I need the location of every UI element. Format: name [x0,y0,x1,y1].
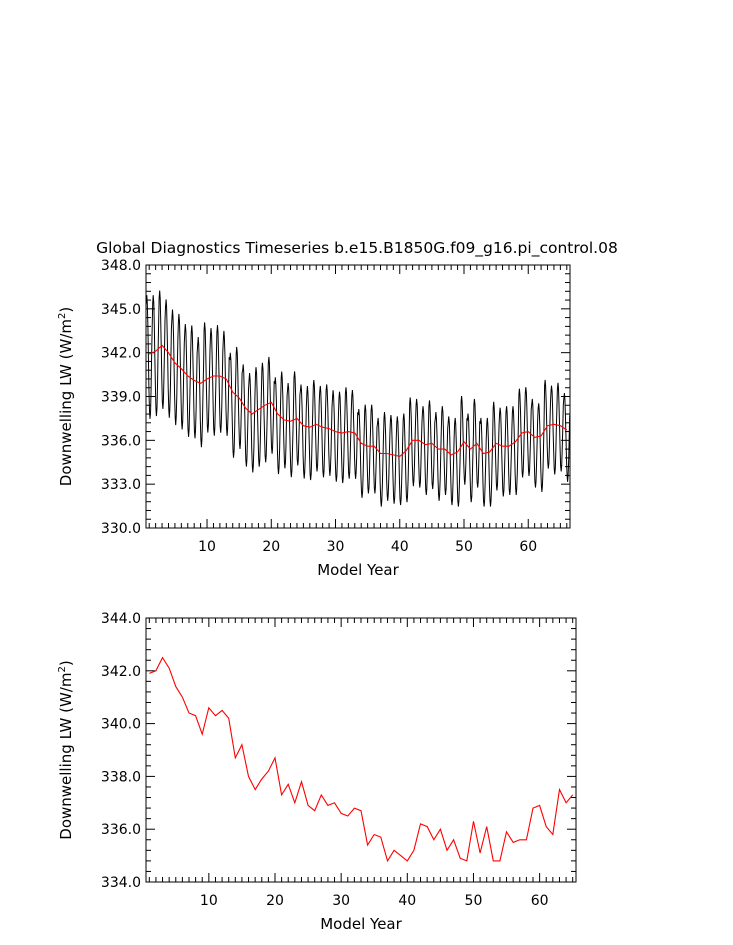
top-chart: 10 20 30 40 50 60 330.0 333.0 336.0 339.0 342.0 345… [57,258,571,579]
x-tick-label: 30 [332,893,350,909]
y-tick-label: 338.0 [101,769,141,785]
plot-frame [145,264,571,529]
x-tick-label: 10 [200,893,218,909]
x-tick-label: 40 [391,539,409,555]
y-axis-label-superscript: 2 [57,666,68,672]
y-tick-label: 339.0 [101,390,141,406]
x-tick-label: 60 [531,893,549,909]
y-tick-label: 340.0 [101,717,141,733]
y-tick-label: 345.0 [101,302,141,318]
x-tick-label: 50 [455,539,473,555]
x-tick-label: 20 [262,539,280,555]
series-line-12-month-running-mean [148,344,568,458]
y-tick-label: 336.0 [101,822,141,838]
y-axis-label-main: Downwelling LW (W/m [57,673,75,840]
y-axis-label-close: ) [57,660,75,666]
y-tick-label: 334.0 [101,875,141,891]
x-tick-label: 60 [519,539,537,555]
y-axis-label-superscript: 2 [57,313,68,319]
y-axis-label-close: ) [57,307,75,313]
y-axis-label: Downwelling LW (W/m2) [57,307,75,486]
y-axis-label: Downwelling LW (W/m2) [57,660,75,839]
y-tick-label: 342.0 [101,664,141,680]
bottom-chart: 10 20 30 40 50 60 334.0 336.0 338.0 340.0 342.0 344… [57,611,577,933]
series-line-monthly [146,290,570,507]
y-tick-label: 348.0 [101,258,141,274]
y-tick-label: 333.0 [101,477,141,493]
x-tick-label: 30 [327,539,345,555]
series-line-annual-mean [149,656,574,863]
y-tick-label: 342.0 [101,346,141,362]
x-tick-label: 10 [198,539,216,555]
x-tick-label: 40 [398,893,416,909]
x-tick-label: 20 [266,893,284,909]
y-axis-label-main: Downwelling LW (W/m [57,319,75,486]
x-tick-label: 50 [465,893,483,909]
chart-title: Global Diagnostics Timeseries b.e15.B185… [96,239,618,258]
plot-frame [145,617,577,883]
y-tick-label: 330.0 [101,521,141,537]
y-tick-label: 344.0 [101,611,141,627]
x-axis-label: Model Year [320,915,402,933]
y-tick-label: 336.0 [101,433,141,449]
x-axis-label: Model Year [317,561,399,579]
